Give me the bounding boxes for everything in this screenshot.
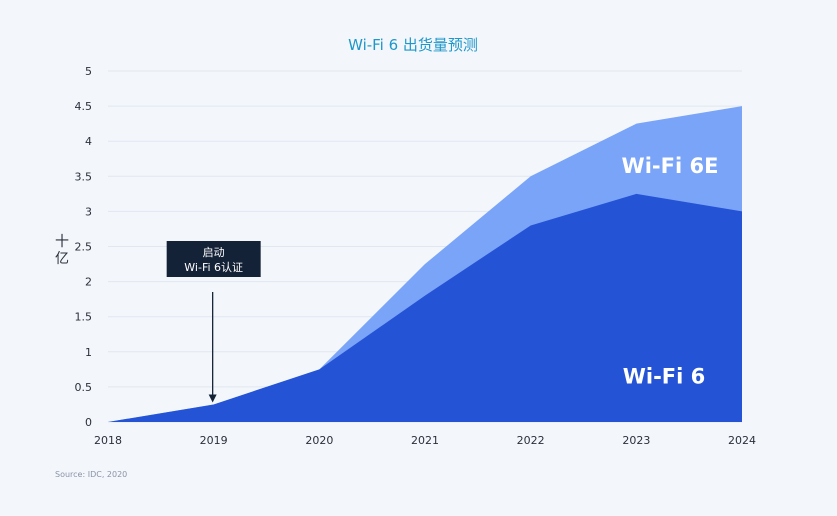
y-tick-label: 0 xyxy=(85,416,92,429)
annotation-arrow-head xyxy=(208,394,217,403)
area-layer xyxy=(108,106,742,422)
x-tick-label: 2023 xyxy=(622,434,650,447)
y-tick-label: 2 xyxy=(85,276,92,289)
y-tick-label: 3 xyxy=(85,205,92,218)
y-axis-ticks: 0 0.5 1 1.5 2 2.5 3 3.5 4 4.5 5 xyxy=(75,65,93,429)
y-tick-label: 4 xyxy=(85,135,92,148)
chart-title: Wi-Fi 6 出货量预测 xyxy=(348,36,478,54)
x-tick-label: 2022 xyxy=(517,434,545,447)
x-tick-label: 2018 xyxy=(94,434,122,447)
y-tick-label: 0.5 xyxy=(75,381,93,394)
y-tick-label: 1 xyxy=(85,346,92,359)
y-tick-label: 4.5 xyxy=(75,100,93,113)
y-tick-label: 2.5 xyxy=(75,241,93,254)
y-tick-label: 3.5 xyxy=(75,170,93,183)
x-axis-ticks: 2018 2019 2020 2021 2022 2023 2024 xyxy=(94,434,756,447)
x-tick-label: 2021 xyxy=(411,434,439,447)
y-tick-label: 1.5 xyxy=(75,311,93,324)
series-label-wifi6e: Wi-Fi 6E xyxy=(622,154,719,178)
x-tick-label: 2024 xyxy=(728,434,756,447)
series-labels: Wi-Fi 6 Wi-Fi 6E xyxy=(622,154,719,389)
x-tick-label: 2019 xyxy=(200,434,228,447)
annotation-box xyxy=(166,241,261,277)
y-axis-unit: 十亿 xyxy=(55,234,69,267)
y-tick-label: 5 xyxy=(85,65,92,78)
y-unit-char: 十 xyxy=(55,234,69,250)
source-note: Source: IDC, 2020 xyxy=(55,470,127,479)
x-tick-label: 2020 xyxy=(305,434,333,447)
annotation-line-2: Wi-Fi 6认证 xyxy=(184,261,243,274)
annotation-line-1: 启动 xyxy=(203,246,225,259)
series-label-wifi6: Wi-Fi 6 xyxy=(623,364,706,388)
area-series-wi-fi-6 xyxy=(108,193,742,422)
annotation-callout: 启动 Wi-Fi 6认证 xyxy=(166,241,261,403)
y-unit-char: 亿 xyxy=(55,251,69,267)
